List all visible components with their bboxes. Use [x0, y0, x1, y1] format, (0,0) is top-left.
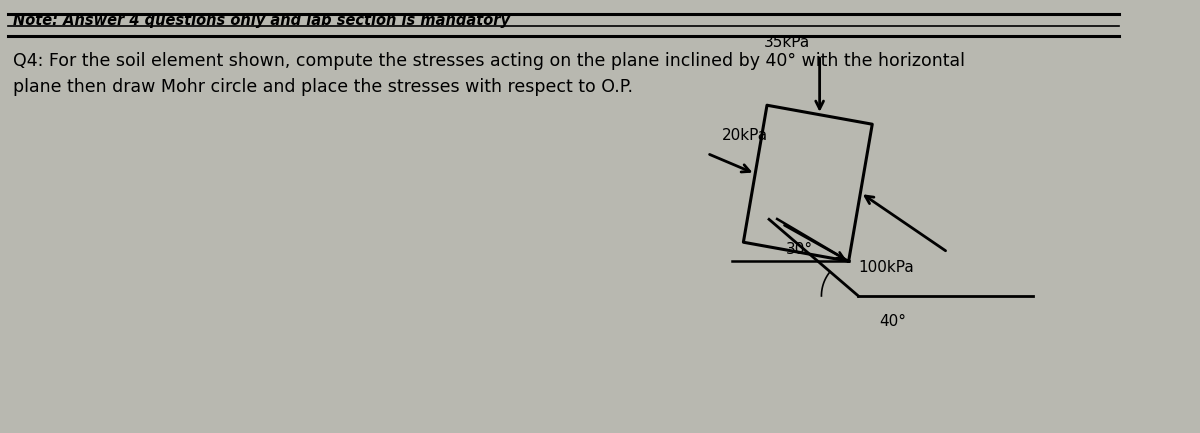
Text: 30°: 30° — [786, 242, 812, 257]
Text: 100kPa: 100kPa — [858, 260, 914, 275]
Text: 40°: 40° — [880, 314, 907, 329]
Text: 35kPa: 35kPa — [763, 35, 810, 50]
Text: Q4: For the soil element shown, compute the stresses acting on the plane incline: Q4: For the soil element shown, compute … — [13, 52, 965, 96]
Text: Note: Answer 4 questions only and lab section is mandatory: Note: Answer 4 questions only and lab se… — [13, 13, 510, 28]
Text: 20kPa: 20kPa — [721, 129, 768, 143]
